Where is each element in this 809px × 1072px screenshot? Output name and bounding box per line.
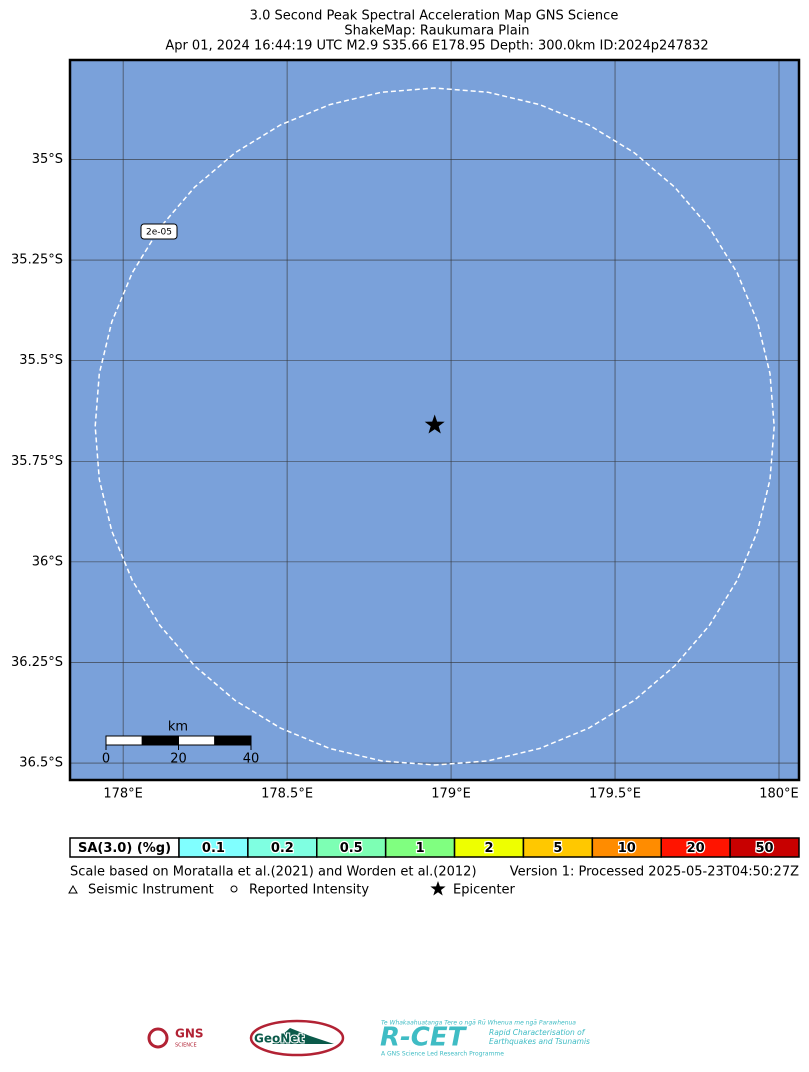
logo-text: R-CET xyxy=(380,1023,468,1053)
scale-unit: km xyxy=(168,720,188,735)
legend-item: Seismic Instrument xyxy=(88,883,214,898)
y-tick-label: 35°S xyxy=(32,152,63,167)
y-tick-label: 35.5°S xyxy=(19,353,63,368)
logo-gns: GNS SCIENCE xyxy=(147,1027,204,1049)
colorbar-level: 0.1 xyxy=(202,841,225,856)
logo-shape xyxy=(272,1028,334,1044)
legend-item: Reported Intensity xyxy=(249,883,369,898)
y-tick-label: 35.75°S xyxy=(11,454,63,469)
subtitle: ShakeMap: Raukumara Plain xyxy=(344,24,529,39)
logo-rcet: Te Whakaahuatanga Tere o ngā Rū Whenua m… xyxy=(380,1020,590,1058)
logo-text: GeoNet xyxy=(254,1032,304,1046)
y-tick-label: 36.25°S xyxy=(11,655,63,670)
y-tick-label: 36.5°S xyxy=(19,756,63,771)
scale-tick-label: 20 xyxy=(170,752,187,767)
intensity-icon xyxy=(230,885,238,893)
logo-shape xyxy=(147,1027,169,1049)
scale-note: Scale based on Moratalla et al.(2021) an… xyxy=(70,865,477,880)
colorbar-level: 20 xyxy=(687,841,705,856)
x-tick-label: 178°E xyxy=(103,787,143,802)
x-tick-label: 179.5°E xyxy=(589,787,641,802)
scale-tick-label: 0 xyxy=(102,752,110,767)
event-info: Apr 01, 2024 16:44:19 UTC M2.9 S35.66 E1… xyxy=(165,39,708,54)
title: 3.0 Second Peak Spectral Acceleration Ma… xyxy=(250,9,619,24)
colorbar-level: 1 xyxy=(416,841,425,856)
colorbar-level: 0.5 xyxy=(340,841,363,856)
scale-seg xyxy=(105,735,143,746)
epicenter-icon xyxy=(430,881,446,896)
scale-seg xyxy=(214,735,252,746)
contour-label-box xyxy=(140,223,178,240)
map: 2e-05 km 0 20 40 xyxy=(68,58,801,782)
logo-text: Earthquakes and Tsunamis xyxy=(489,1037,590,1046)
x-tick-label: 178.5°E xyxy=(261,787,313,802)
x-tick-label: 180°E xyxy=(759,787,799,802)
logo-shape xyxy=(249,1019,345,1057)
epicenter xyxy=(424,414,445,434)
colorbar-level: 10 xyxy=(618,841,636,856)
colorbar-label: SA(3.0) (%g) xyxy=(78,841,171,856)
x-tick-label: 179°E xyxy=(431,787,471,802)
legend-item: Epicenter xyxy=(453,883,516,898)
logo-geonet: GeoNet xyxy=(249,1019,345,1057)
logo-text: SCIENCE xyxy=(175,1043,197,1049)
colorbar-level: 50 xyxy=(756,841,774,856)
scale-seg xyxy=(178,735,216,746)
contour-label: 2e-05 xyxy=(146,228,172,238)
colorbar-level: 0.2 xyxy=(271,841,294,856)
instrument-icon xyxy=(68,884,78,894)
logo-text: Rapid Characterisation of xyxy=(489,1028,586,1037)
y-tick-label: 36°S xyxy=(32,554,63,569)
scale-tick-label: 40 xyxy=(243,752,260,767)
contour xyxy=(94,87,775,766)
version-note: Version 1: Processed 2025-05-23T04:50:27… xyxy=(510,865,799,880)
logo-text: GNS xyxy=(175,1027,204,1041)
logo-text: A GNS Science Led Research Programme xyxy=(381,1051,504,1058)
map-frame xyxy=(68,58,801,782)
colorbar-cell xyxy=(729,837,800,858)
logo-text: Te Whakaahuatanga Tere o ngā Rū Whenua m… xyxy=(381,1020,576,1027)
y-tick-label: 35.25°S xyxy=(11,253,63,268)
colorbar-level: 2 xyxy=(484,841,493,856)
colorbar-level: 5 xyxy=(553,841,562,856)
scale-seg xyxy=(141,735,179,746)
